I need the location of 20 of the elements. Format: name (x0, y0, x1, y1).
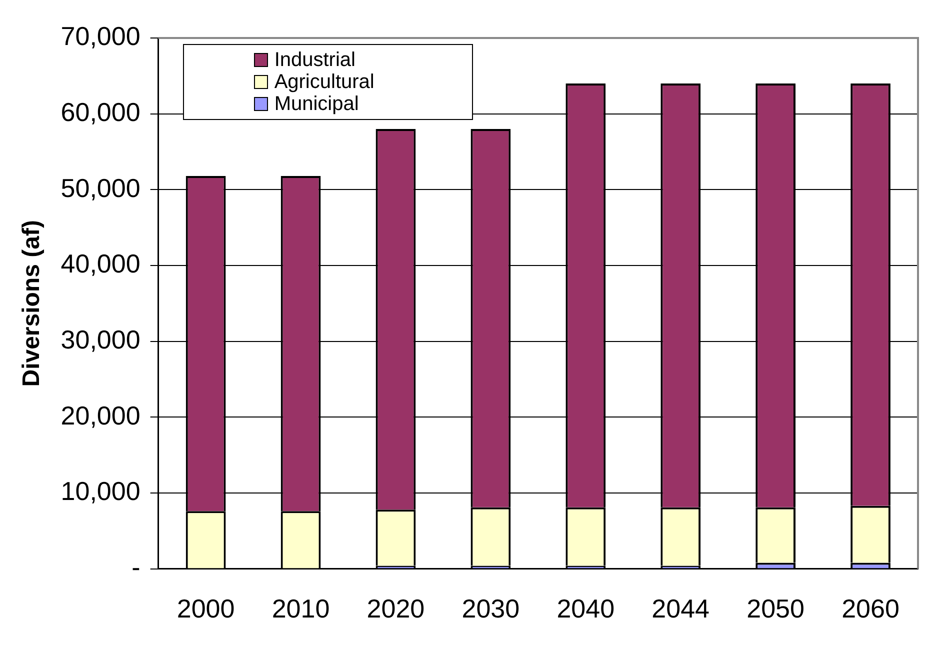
y-tick-label: 40,000 (60, 248, 140, 279)
y-tick-label: 10,000 (60, 476, 140, 506)
x-tick-label: 2000 (176, 594, 235, 624)
x-tick-label: 2040 (556, 594, 615, 624)
x-tick-label: 2030 (462, 594, 520, 624)
y-tick-label: 50,000 (60, 172, 140, 203)
x-tick-label: 2010 (272, 594, 330, 624)
x-tick-label: 2060 (842, 594, 900, 624)
x-tick-label: 2020 (366, 594, 425, 624)
y-tick-label: 60,000 (60, 97, 140, 127)
legend-label: Agricultural (274, 71, 374, 93)
y-tick-label: 70,000 (60, 21, 140, 52)
x-tick-label: 2050 (746, 594, 804, 624)
y-tick-label: - (132, 552, 140, 582)
y-tick-label: 20,000 (60, 400, 140, 430)
x-tick-label: 2044 (652, 594, 710, 624)
legend-label: Industrial (274, 49, 356, 71)
y-axis-title: Diversions (af) (18, 220, 46, 387)
y-tick-label: 30,000 (60, 324, 140, 354)
legend-label: Municipal (274, 93, 359, 115)
